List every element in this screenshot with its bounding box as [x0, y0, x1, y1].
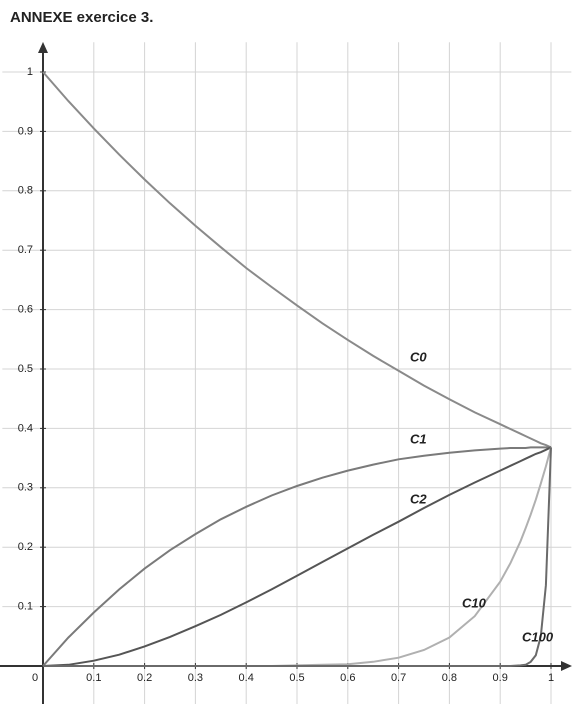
y-tick-label: 0.1	[18, 601, 33, 613]
x-tick-label: 0.8	[442, 672, 457, 684]
x-tick-label: 0.3	[188, 672, 203, 684]
curve	[43, 447, 552, 667]
y-tick-label: 0.9	[18, 125, 33, 137]
x-tick-label: 0.1	[86, 672, 101, 684]
curve	[42, 71, 552, 449]
x-tick-label: 0.4	[239, 672, 254, 684]
x-tick-label: 0.5	[289, 672, 304, 684]
curve-label: C0	[410, 349, 427, 364]
curve-label: C100	[522, 629, 554, 644]
x-tick-label: 0	[32, 672, 38, 684]
y-tick-label: 0.4	[18, 422, 33, 434]
x-tick-label: 0.9	[493, 672, 508, 684]
x-arrow	[561, 661, 572, 671]
x-tick-label: 0.2	[137, 672, 152, 684]
y-tick-label: 0.5	[18, 363, 33, 375]
chart-title: ANNEXE exercice 3.	[10, 9, 153, 26]
y-tick-label: 0.3	[18, 482, 33, 494]
x-tick-label: 0.6	[340, 672, 355, 684]
curve-label: C2	[410, 491, 427, 506]
y-tick-label: 0.7	[18, 244, 33, 256]
curve	[42, 446, 551, 667]
y-arrow	[38, 42, 48, 53]
curve-label: C10	[462, 595, 487, 610]
curve-label: C1	[410, 431, 427, 446]
y-tick-label: 1	[27, 66, 33, 78]
grid	[2, 42, 572, 704]
y-tick-label: 0.6	[18, 304, 33, 316]
curve	[42, 446, 552, 667]
x-tick-label: 1	[548, 672, 554, 684]
x-tick-label: 0.7	[391, 672, 406, 684]
axes	[0, 42, 572, 704]
y-tick-label: 0.2	[18, 541, 33, 553]
y-tick-label: 0.8	[18, 185, 33, 197]
